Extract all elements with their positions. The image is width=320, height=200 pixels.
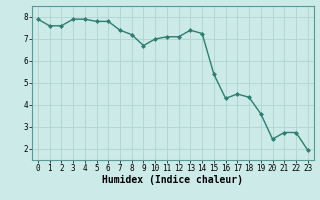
X-axis label: Humidex (Indice chaleur): Humidex (Indice chaleur)	[102, 175, 243, 185]
